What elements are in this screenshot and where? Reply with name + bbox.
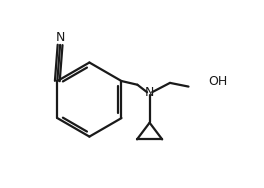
Text: N: N bbox=[145, 86, 154, 99]
Text: OH: OH bbox=[208, 75, 227, 89]
Text: N: N bbox=[55, 31, 65, 44]
